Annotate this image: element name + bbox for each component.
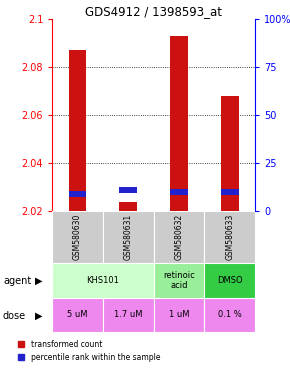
Text: retinoic
acid: retinoic acid bbox=[163, 271, 195, 290]
Text: GSM580633: GSM580633 bbox=[225, 214, 234, 260]
Text: 0.1 %: 0.1 % bbox=[218, 310, 242, 319]
Text: 5 uM: 5 uM bbox=[67, 310, 88, 319]
Text: 1.7 uM: 1.7 uM bbox=[114, 310, 143, 319]
Bar bbox=[154, 211, 204, 263]
Bar bbox=[52, 263, 154, 298]
Text: GSM580632: GSM580632 bbox=[175, 214, 184, 260]
Text: GSM580631: GSM580631 bbox=[124, 214, 133, 260]
Bar bbox=[170, 36, 188, 211]
Bar bbox=[52, 211, 103, 263]
Bar bbox=[119, 187, 137, 193]
Bar bbox=[154, 263, 204, 298]
Bar bbox=[204, 211, 255, 263]
Text: 1 uM: 1 uM bbox=[169, 310, 189, 319]
Bar bbox=[170, 189, 188, 195]
Text: agent: agent bbox=[3, 276, 31, 286]
Bar bbox=[52, 298, 103, 332]
Legend: transformed count, percentile rank within the sample: transformed count, percentile rank withi… bbox=[18, 340, 160, 362]
Bar bbox=[69, 191, 86, 197]
Text: DMSO: DMSO bbox=[217, 276, 243, 285]
Bar bbox=[154, 298, 204, 332]
Text: ▶: ▶ bbox=[35, 311, 43, 321]
Bar bbox=[204, 263, 255, 298]
Text: dose: dose bbox=[3, 311, 26, 321]
Bar bbox=[103, 298, 154, 332]
Bar bbox=[103, 211, 154, 263]
Text: KHS101: KHS101 bbox=[86, 276, 119, 285]
Bar bbox=[69, 50, 86, 211]
Text: ▶: ▶ bbox=[35, 276, 43, 286]
Bar bbox=[221, 189, 239, 195]
Bar bbox=[119, 202, 137, 211]
Bar bbox=[204, 298, 255, 332]
Text: GSM580630: GSM580630 bbox=[73, 214, 82, 260]
Bar bbox=[221, 96, 239, 211]
Title: GDS4912 / 1398593_at: GDS4912 / 1398593_at bbox=[85, 5, 222, 18]
